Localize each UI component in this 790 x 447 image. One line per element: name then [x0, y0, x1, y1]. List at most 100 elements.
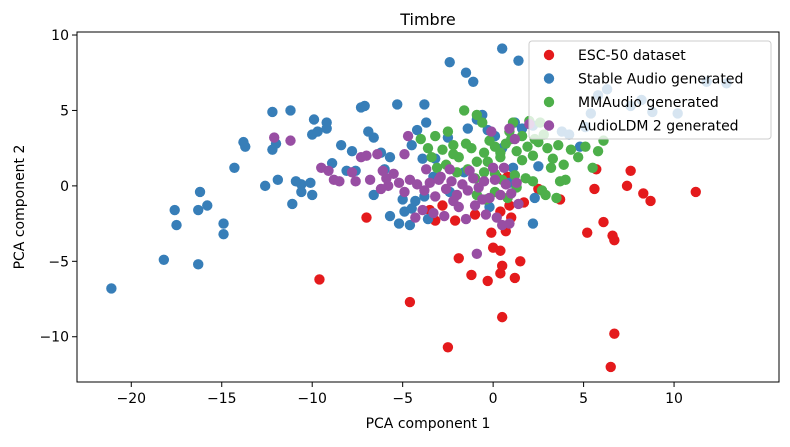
data-point — [453, 253, 464, 264]
data-point — [565, 144, 577, 155]
data-point — [417, 204, 428, 216]
scatter-points — [106, 43, 732, 373]
data-point — [106, 283, 117, 294]
data-point — [393, 218, 405, 229]
data-point — [442, 126, 454, 137]
data-point — [384, 152, 396, 163]
data-point — [442, 342, 454, 353]
data-point — [609, 328, 620, 339]
data-point — [312, 126, 323, 137]
data-point — [468, 76, 479, 87]
data-point — [314, 274, 325, 285]
data-point — [218, 218, 229, 229]
data-point — [193, 259, 204, 270]
data-point — [513, 198, 524, 210]
data-point — [605, 361, 616, 373]
data-point — [511, 145, 522, 157]
data-point — [527, 176, 539, 187]
data-point — [448, 139, 459, 151]
data-point — [462, 185, 474, 196]
data-point — [368, 189, 379, 201]
data-point — [308, 114, 320, 125]
x-tick-label: −10 — [297, 391, 327, 407]
data-point — [495, 147, 506, 158]
data-point — [359, 100, 370, 112]
data-point — [426, 152, 437, 163]
y-tick-label: 0 — [60, 179, 69, 195]
data-point — [489, 174, 501, 186]
data-point — [446, 176, 457, 187]
data-point — [482, 275, 493, 287]
data-point — [690, 186, 701, 198]
data-point — [533, 161, 544, 172]
data-point — [158, 254, 170, 266]
data-point — [542, 142, 553, 154]
data-point — [422, 142, 434, 154]
data-point — [328, 174, 340, 186]
data-point — [553, 139, 564, 151]
data-point — [287, 198, 298, 210]
data-point — [500, 179, 511, 190]
data-point — [399, 186, 410, 198]
data-point — [491, 212, 502, 223]
x-tick-label: 10 — [665, 391, 683, 407]
legend-label: MMAudio generated — [578, 95, 719, 111]
data-point — [506, 188, 517, 199]
data-point — [495, 189, 506, 201]
data-point — [558, 159, 569, 170]
data-point — [496, 311, 508, 323]
plot-frame — [76, 31, 780, 383]
data-point — [364, 174, 376, 186]
data-point — [415, 133, 426, 145]
data-point — [471, 156, 483, 167]
data-point — [335, 139, 347, 151]
y-tick-label: 10 — [51, 28, 69, 44]
data-point — [480, 209, 492, 220]
data-point — [392, 99, 403, 110]
legend-marker — [543, 96, 555, 108]
data-point — [504, 123, 515, 134]
data-point — [285, 105, 296, 116]
data-point — [285, 135, 296, 146]
data-point — [511, 177, 522, 189]
data-point — [448, 148, 459, 160]
data-point — [496, 260, 508, 272]
data-point — [433, 174, 445, 186]
data-point — [296, 179, 307, 190]
data-point — [540, 189, 551, 201]
data-point — [486, 227, 497, 238]
data-point — [582, 227, 593, 238]
data-point — [193, 204, 204, 216]
data-point — [560, 174, 571, 186]
data-point — [449, 215, 461, 226]
data-point — [587, 162, 598, 173]
y-tick-label: −10 — [39, 330, 69, 346]
data-point — [464, 165, 475, 176]
data-point — [466, 142, 477, 154]
data-point — [638, 188, 649, 199]
data-point — [218, 228, 229, 240]
y-tick-label: 5 — [60, 103, 69, 119]
data-point — [361, 150, 372, 161]
x-axis-ticks: −20 −15 −10 −5 0 5 10 — [117, 382, 683, 407]
chart-title: Timbre — [399, 10, 456, 29]
data-point — [305, 177, 316, 189]
data-point — [625, 165, 636, 176]
legend-marker — [543, 49, 555, 61]
data-point — [469, 209, 481, 220]
data-point — [430, 191, 441, 202]
data-point — [375, 183, 387, 195]
data-point — [444, 56, 455, 68]
data-point — [527, 150, 539, 161]
data-point — [259, 180, 271, 192]
data-point — [440, 183, 452, 195]
data-point — [346, 167, 358, 178]
data-point — [471, 109, 483, 121]
data-point — [527, 218, 539, 229]
data-point — [350, 176, 361, 187]
x-tick-label: 0 — [489, 391, 498, 407]
legend-label: ESC-50 dataset — [578, 48, 686, 64]
data-point — [361, 212, 372, 223]
data-point — [437, 144, 448, 155]
